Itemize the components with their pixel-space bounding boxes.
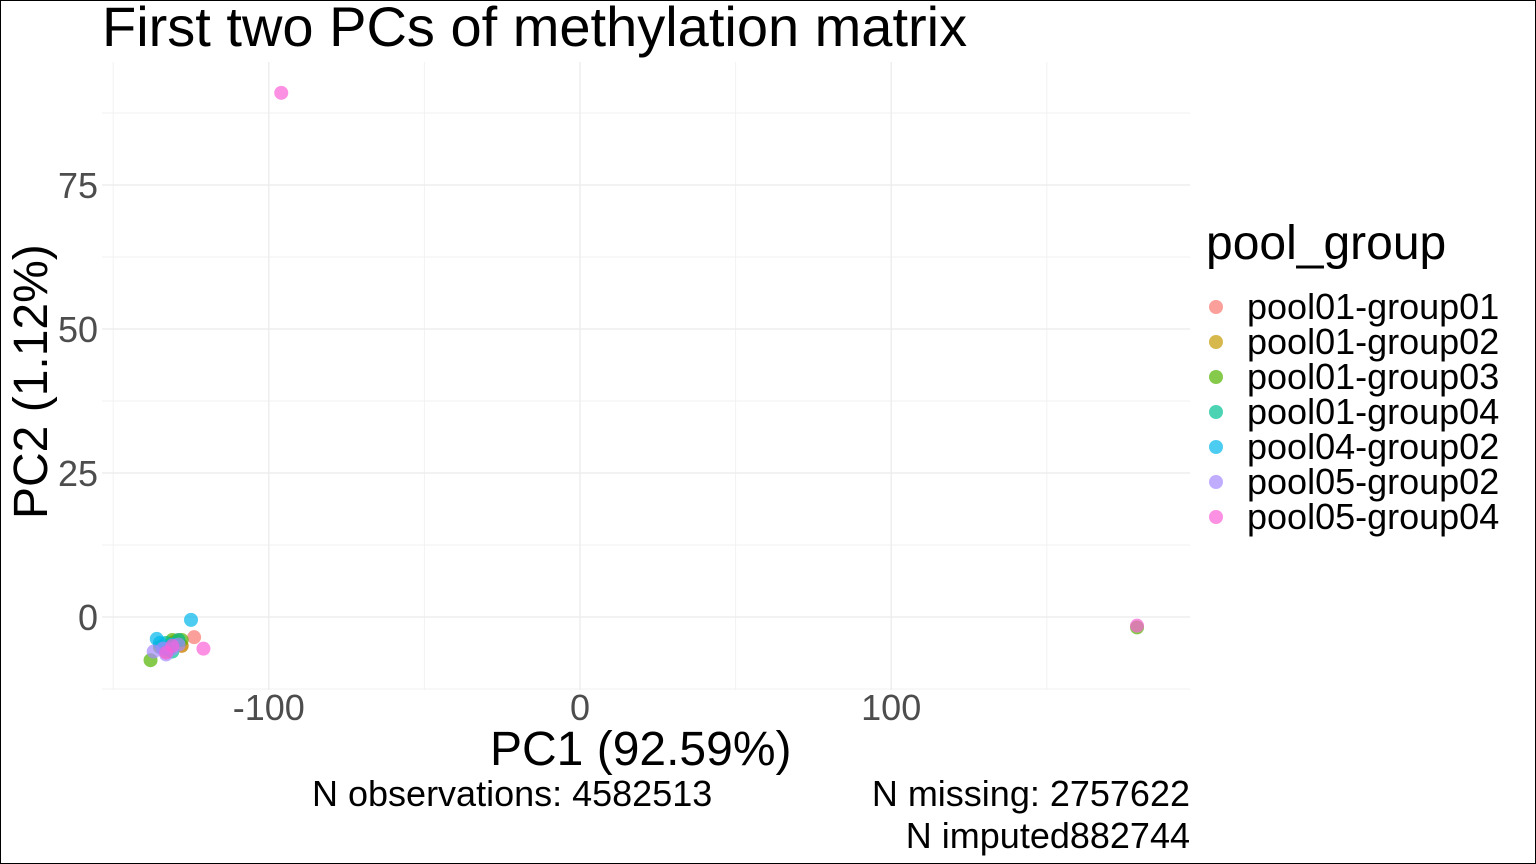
legend-label: pool01-group01 (1247, 285, 1500, 327)
data-point (1130, 618, 1145, 633)
legend-swatch (1209, 404, 1223, 419)
y-tick-label: 50 (58, 309, 98, 350)
legend-label: pool04-group02 (1247, 425, 1500, 467)
legend-label: pool05-group04 (1247, 495, 1500, 537)
legend-item: pool04-group02 (1206, 426, 1499, 467)
legend-item: pool05-group04 (1206, 496, 1499, 537)
major-gridlines (102, 62, 1190, 690)
minor-gridlines (102, 62, 1190, 690)
data-point (187, 630, 202, 645)
legend: pool_group pool01-group01 pool01-group02 p… (1206, 216, 1499, 537)
data-point (196, 641, 211, 656)
caption-observations: N observations: 4582513 (312, 773, 713, 814)
y-tick-label: 0 (78, 597, 98, 638)
legend-swatch (1209, 439, 1223, 454)
legend-swatch (1209, 299, 1223, 314)
x-tick-label: 100 (861, 687, 921, 728)
y-tick-label: 25 (58, 453, 98, 494)
legend-swatch (1209, 334, 1223, 349)
legend-item: pool05-group02 (1206, 461, 1499, 502)
chart-title: First two PCs of methylation matrix (102, 0, 968, 58)
legend-swatch (1209, 474, 1223, 489)
data-point (274, 85, 289, 100)
y-tick-label: 75 (58, 165, 98, 206)
legend-title: pool_group (1206, 217, 1447, 270)
legend-item: pool01-group01 (1206, 286, 1499, 327)
y-axis-label: PC2 (1.12%) (5, 244, 58, 520)
caption-imputed: N imputed882744 (905, 815, 1190, 856)
legend-label: pool05-group02 (1247, 460, 1500, 502)
x-tick-label: 0 (570, 687, 590, 728)
data-point (159, 645, 174, 660)
x-axis-label: PC1 (92.59%) (490, 723, 792, 776)
legend-label: pool01-group02 (1247, 320, 1500, 362)
legend-label: pool01-group03 (1247, 355, 1500, 397)
x-tick-label: -100 (233, 687, 305, 728)
legend-swatch (1209, 369, 1223, 384)
legend-item: pool01-group02 (1206, 321, 1499, 362)
data-points (143, 85, 1145, 668)
caption-missing: N missing: 2757622 (871, 773, 1190, 814)
legend-item: pool01-group03 (1206, 356, 1499, 397)
legend-items: pool01-group01 pool01-group02 pool01-group… (1206, 286, 1499, 537)
legend-item: pool01-group04 (1206, 391, 1499, 432)
y-axis-ticks: 0 25 50 75 (58, 165, 98, 638)
x-axis-ticks: -100 0 100 (233, 687, 921, 728)
legend-swatch (1209, 509, 1223, 524)
legend-label: pool01-group04 (1247, 390, 1500, 432)
data-point (184, 612, 198, 627)
